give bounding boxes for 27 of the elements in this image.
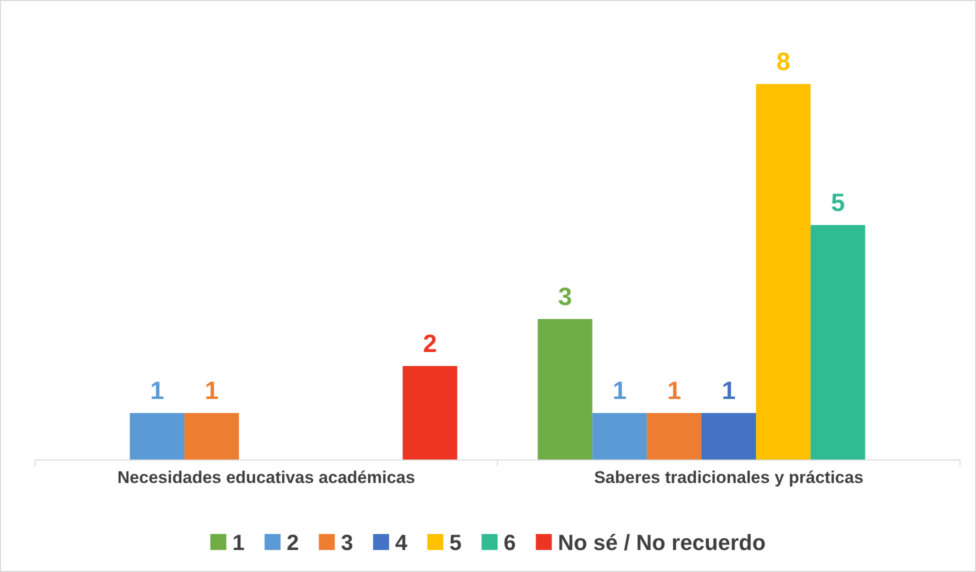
data-label: 1: [722, 377, 736, 405]
bar: [130, 413, 184, 460]
data-label: 1: [204, 377, 219, 405]
bar: [538, 319, 592, 460]
legend-label: 4: [395, 530, 408, 555]
data-label: 3: [558, 283, 572, 311]
x-tick-label: Necesidades educativas académicas: [117, 468, 416, 487]
data-label: 2: [423, 330, 437, 358]
bar: [184, 413, 239, 460]
data-label: 1: [667, 377, 682, 405]
x-tick-label: Saberes tradicionales y prácticas: [594, 468, 864, 487]
legend-label: 1: [232, 530, 245, 555]
bar: [810, 225, 866, 460]
bar: [402, 366, 458, 460]
data-label: 8: [776, 48, 790, 76]
legend-label: 6: [504, 530, 516, 555]
data-label: 1: [612, 377, 627, 405]
legend-label: 5: [449, 530, 462, 555]
bar: [592, 413, 647, 460]
legend-label: 3: [340, 530, 354, 555]
legend-label: 2: [286, 530, 299, 555]
bar: [701, 413, 756, 460]
data-label: 5: [830, 189, 845, 217]
bar: [646, 413, 702, 460]
bar: [756, 84, 811, 460]
data-label: 1: [150, 377, 164, 405]
legend-label: No sé / No recuerdo: [558, 530, 766, 555]
